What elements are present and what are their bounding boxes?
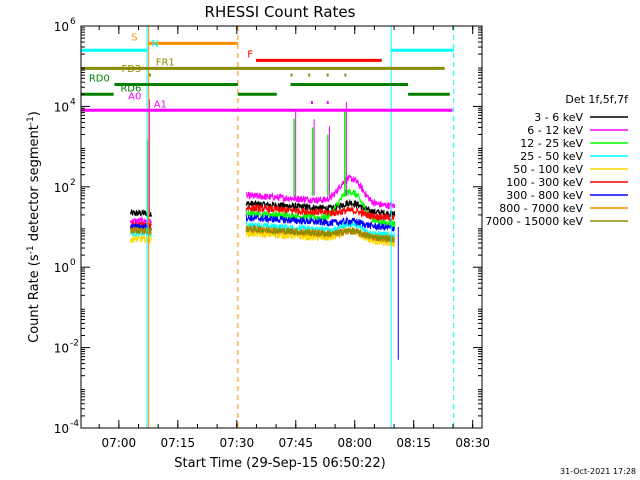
legend-label: 25 - 50 keV <box>520 150 583 163</box>
x-tick-label: 07:45 <box>278 436 313 450</box>
series-trace-segment <box>130 215 152 225</box>
y-tick-exponent: -2 <box>70 339 79 349</box>
flag-a0: A0 <box>128 92 329 105</box>
y-axis-label-sup1: -1 <box>26 245 36 254</box>
legend-label: 3 - 6 keV <box>534 111 583 124</box>
flag-rd6: RD6 <box>81 83 450 96</box>
x-tick-label: 08:00 <box>337 436 372 450</box>
y-tick-label: 10 <box>54 20 69 34</box>
legend-label: 7000 - 15000 keV <box>485 215 583 228</box>
y-tick-label: 10 <box>54 181 69 195</box>
y-tick-exponent: 2 <box>70 178 76 188</box>
series-100-300-kev <box>130 203 396 229</box>
y-axis-label-sup2: -1 <box>26 116 36 125</box>
flag-label: RD6 <box>120 83 141 94</box>
legend-label: 800 - 7000 keV <box>499 202 583 215</box>
x-tick-label: 07:15 <box>161 436 196 450</box>
series-6-12-kev <box>130 174 396 225</box>
legend-label: 6 - 12 keV <box>527 124 583 137</box>
y-axis-label: Count Rate (s-1 detector segment-1) <box>26 111 42 343</box>
y-tick-label: 10 <box>54 342 69 356</box>
y-tick-exponent: 0 <box>70 258 76 268</box>
y-axis-label-main: Count Rate (s <box>27 254 42 343</box>
y-tick-label: 10 <box>54 100 69 114</box>
flag-label: A1 <box>154 99 167 110</box>
series-7000-15000-kev <box>130 224 396 244</box>
legend-label: 50 - 100 keV <box>513 163 583 176</box>
flag-label: FR1 <box>156 57 175 68</box>
x-tick-label: 08:15 <box>396 436 431 450</box>
series-trace-segment <box>130 235 152 245</box>
y-tick-exponent: 6 <box>70 17 76 27</box>
plot-frame <box>80 25 483 429</box>
y-tick-label: 10 <box>54 261 69 275</box>
legend-label: 12 - 25 keV <box>520 137 583 150</box>
legend-label: 300 - 800 keV <box>506 189 583 202</box>
x-axis: 07:00 07:15 07:30 07:45 08:00 08:15 08:30 <box>98 26 490 450</box>
flag-fd3: FD3 <box>121 64 347 77</box>
x-tick-label: 07:00 <box>102 436 137 450</box>
series-trace-segment <box>245 224 396 244</box>
flag-rd0: RD0 <box>89 74 409 87</box>
flag-label: S <box>131 32 137 43</box>
flag-label: F <box>247 49 253 60</box>
chart-title: RHESSI Count Rates <box>205 3 356 21</box>
series-trace-segment <box>245 203 396 222</box>
flag-f: F <box>247 49 382 62</box>
legend-title: Det 1f,5f,7f <box>565 93 629 106</box>
y-axis-label-end: ) <box>27 111 42 116</box>
series-trace-segment <box>245 174 396 210</box>
flag-label: FD3 <box>121 64 141 75</box>
flag-s: S <box>131 32 238 45</box>
x-axis-label: Start Time (29-Sep-15 06:50:22) <box>174 456 385 471</box>
flag-fr1: FR1 <box>81 57 445 70</box>
flag-label: A0 <box>128 92 141 103</box>
footer-timestamp: 31-Oct-2021 17:28 <box>560 467 636 476</box>
y-tick-label: 10 <box>54 422 69 436</box>
series-trace-segment <box>130 220 152 229</box>
x-tick-label: 08:30 <box>455 436 490 450</box>
flag-a1: A1 <box>81 99 453 112</box>
y-tick-exponent: 4 <box>70 97 76 107</box>
series-trace-segment <box>130 226 152 235</box>
legend-label: 100 - 300 keV <box>506 176 583 189</box>
flag-n: N <box>81 39 454 52</box>
flag-label: N <box>151 39 158 50</box>
x-tick-label: 07:30 <box>220 436 255 450</box>
flag-label: RD0 <box>89 74 110 85</box>
y-axis-label-mid: detector segment <box>27 125 42 245</box>
y-tick-exponent: -4 <box>70 419 79 429</box>
series-trace-segment <box>245 213 396 232</box>
